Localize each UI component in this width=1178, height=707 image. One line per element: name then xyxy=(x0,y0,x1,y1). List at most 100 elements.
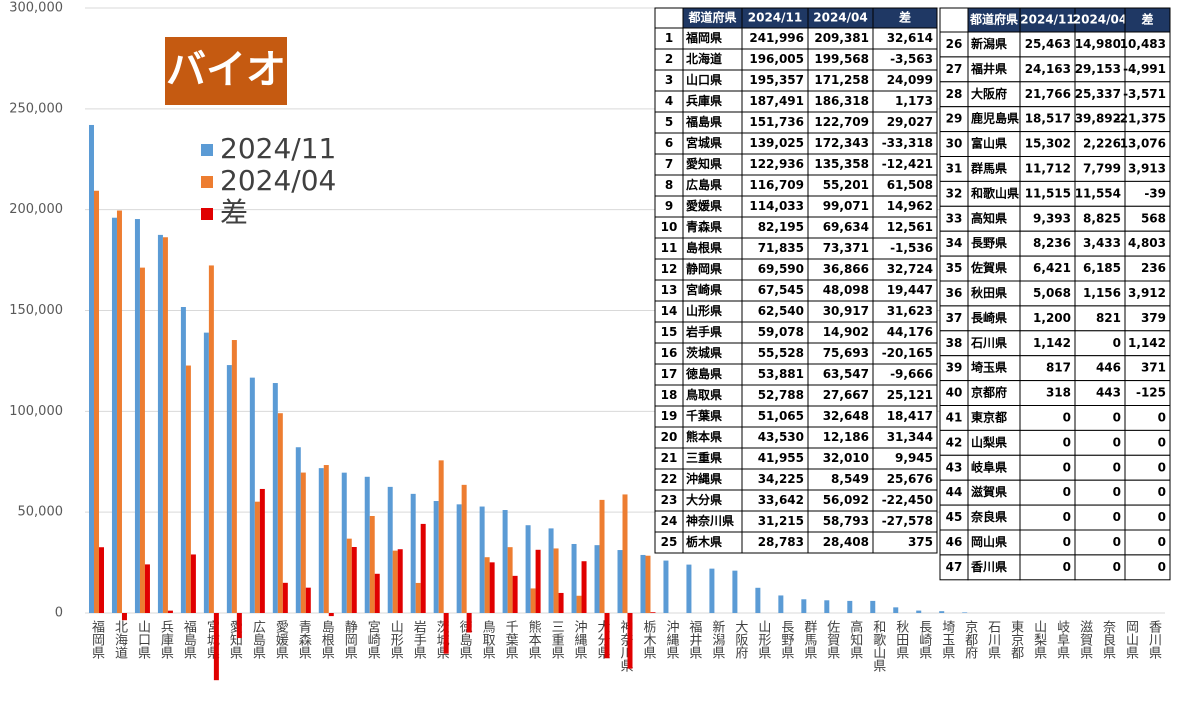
table-cell-text: 0 xyxy=(1113,485,1121,499)
table-cell-text: -125 xyxy=(1136,386,1166,400)
table-cell-text: 9 xyxy=(665,199,673,213)
table-cell xyxy=(1124,454,1171,481)
table-cell-text: 2,226 xyxy=(1083,137,1121,151)
bar xyxy=(617,550,623,613)
table-cell-text: 茨城県 xyxy=(686,345,722,360)
y-tick-label: 0 xyxy=(55,606,63,621)
table-cell-text: 山口県 xyxy=(686,72,722,87)
table-cell-text: 99,071 xyxy=(823,199,869,213)
table-cell-text: 高知県 xyxy=(971,210,1007,225)
table-cell xyxy=(1074,454,1126,481)
table-cell-text: 0 xyxy=(1113,460,1121,474)
x-tick-label: 和歌山県 xyxy=(870,620,886,672)
bar xyxy=(893,607,899,613)
table-cell-text: 817 xyxy=(1046,361,1071,375)
bar xyxy=(162,237,168,613)
bar xyxy=(249,377,255,613)
table-cell-text: 75,693 xyxy=(823,346,869,360)
table-cell-text: 0 xyxy=(1158,410,1166,424)
table-cell-text: 24,099 xyxy=(887,73,933,87)
table-cell-text: 122,709 xyxy=(814,115,869,129)
table-cell-text: 25,121 xyxy=(887,388,933,402)
bar xyxy=(535,549,541,613)
table-cell-text: 1,142 xyxy=(1128,336,1166,350)
table-cell-text: 187,491 xyxy=(749,94,804,108)
bar xyxy=(374,573,380,613)
table-cell-text: 0 xyxy=(1063,535,1071,549)
table-header: 2024/11 xyxy=(748,11,802,25)
x-tick-label: 奈良県 xyxy=(1100,620,1116,659)
table-cell xyxy=(1124,479,1171,506)
x-tick-label: 東京都 xyxy=(1008,619,1024,659)
table-cell-text: 0 xyxy=(1158,560,1166,574)
table-cell-text: 石川県 xyxy=(970,336,1007,350)
x-tick-label: 広島県 xyxy=(250,620,266,659)
table-cell-text: 31,623 xyxy=(887,304,933,318)
table-cell-text: 宮城県 xyxy=(686,135,722,150)
bar xyxy=(397,549,403,613)
table-cell-text: 10 xyxy=(661,220,678,234)
table-cell-text: 39 xyxy=(946,361,963,375)
bar xyxy=(870,600,876,613)
table-cell-text: 9,393 xyxy=(1033,211,1071,225)
table-cell-text: 8,236 xyxy=(1033,236,1071,250)
table-cell xyxy=(967,255,1021,282)
table-cell xyxy=(967,554,1021,581)
table-cell-text: 鳥取県 xyxy=(686,387,722,402)
table-cell-text: 4 xyxy=(665,94,673,108)
table-cell xyxy=(1074,479,1126,506)
bar xyxy=(213,613,219,681)
table-cell-text: 15,302 xyxy=(1025,137,1071,151)
table-cell-text: 8,549 xyxy=(831,472,869,486)
table-cell-text: 33 xyxy=(946,211,963,225)
table-cell-text: 34 xyxy=(946,236,963,250)
x-tick-label: 福島県 xyxy=(181,620,197,659)
table-cell-text: 6,185 xyxy=(1083,261,1121,275)
table-cell-text: 379 xyxy=(1141,311,1166,325)
table-cell-text: 37 xyxy=(946,311,963,325)
table-cell-text: 福岡県 xyxy=(685,30,722,45)
table-cell-text: 32,648 xyxy=(823,409,869,423)
table-cell-text: 富山県 xyxy=(971,136,1007,151)
table-cell-text: 3,912 xyxy=(1128,286,1166,300)
table-cell-text: 徳島県 xyxy=(685,366,722,381)
table-cell-text: 7 xyxy=(665,157,673,171)
bar xyxy=(512,575,518,613)
table-cell-text: 199,568 xyxy=(814,52,869,66)
table-cell-text: 63,547 xyxy=(823,367,869,381)
table-cell-text: 神奈川県 xyxy=(686,513,734,528)
table-cell-text: 京都府 xyxy=(971,385,1007,400)
table-cell xyxy=(967,479,1021,506)
bar xyxy=(594,545,600,613)
table-cell-text: 241,996 xyxy=(749,31,804,45)
table-cell xyxy=(1019,305,1076,332)
table-cell-text: 36 xyxy=(946,286,963,300)
table-cell-text: -20,165 xyxy=(882,346,933,360)
bar xyxy=(236,613,242,639)
table-cell xyxy=(1124,380,1171,407)
x-tick-label: 石川県 xyxy=(985,620,1001,659)
table-cell-text: 32,614 xyxy=(887,31,933,45)
table-cell xyxy=(1124,429,1171,456)
table-cell-text: 48,098 xyxy=(823,283,869,297)
table-cell-text: 愛媛県 xyxy=(686,198,722,213)
table-cell-text: 1,142 xyxy=(1033,336,1071,350)
table-cell xyxy=(967,106,1021,133)
bar xyxy=(604,613,610,659)
bar xyxy=(778,595,784,613)
bar xyxy=(300,472,306,613)
table-cell xyxy=(1019,81,1076,108)
bar xyxy=(755,587,761,613)
table-cell xyxy=(1124,180,1171,207)
table-cell xyxy=(1124,131,1171,158)
table-cell xyxy=(1124,106,1171,133)
table-cell-text: 45 xyxy=(946,510,963,524)
table-cell-text: 0 xyxy=(1113,560,1121,574)
table-cell xyxy=(1124,405,1171,431)
bar xyxy=(571,543,577,613)
table-cell xyxy=(1019,255,1076,282)
table-cell xyxy=(654,7,684,29)
table-cell-text: 27 xyxy=(946,62,963,76)
bar xyxy=(438,460,444,613)
